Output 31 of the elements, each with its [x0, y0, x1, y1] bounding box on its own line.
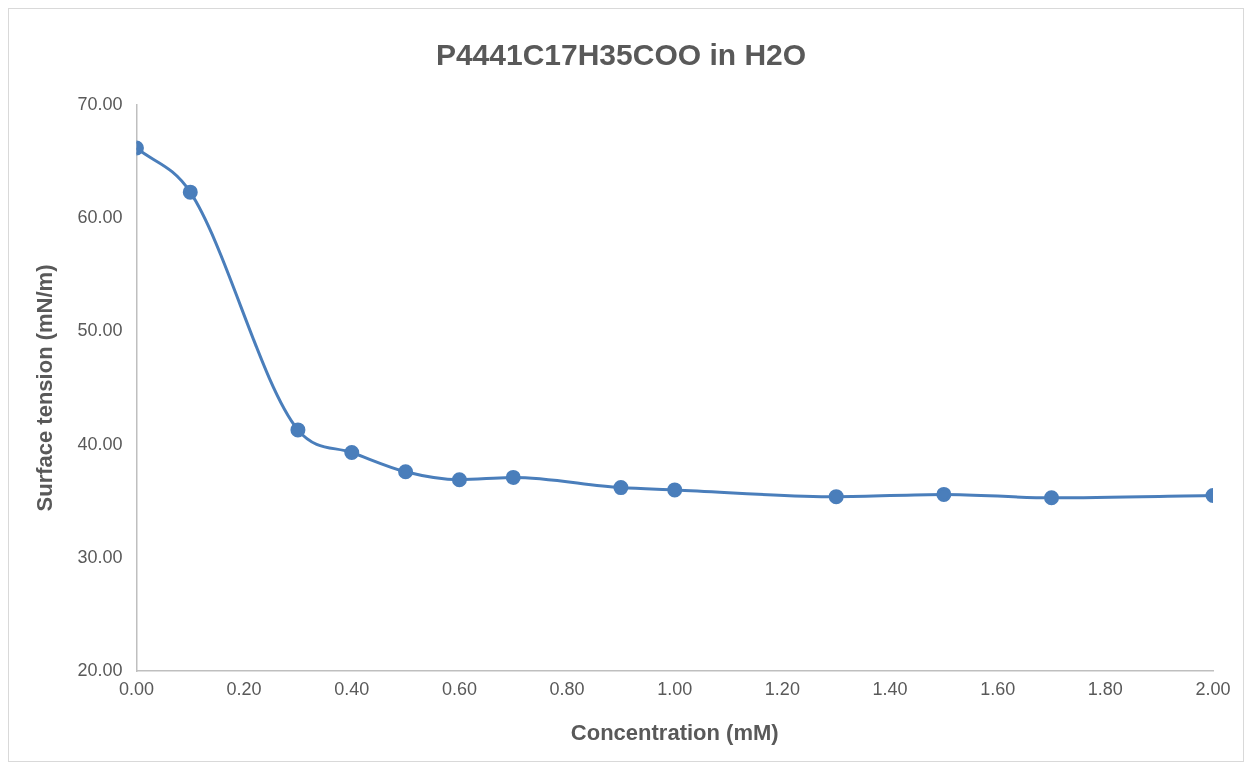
y-tick-label: 40.00 — [77, 433, 123, 454]
point — [290, 422, 306, 438]
y-tick-label: 50.00 — [77, 320, 123, 341]
point — [828, 489, 844, 505]
x-tick-label: 1.20 — [764, 678, 800, 699]
chart-title: P4441C17H35COO in H2O — [435, 38, 807, 72]
point — [182, 184, 198, 200]
x-tick-label: 1.80 — [1087, 678, 1123, 699]
point — [667, 482, 683, 498]
x-tick-label: 0.00 — [118, 678, 154, 699]
y-tick-label: 70.00 — [77, 93, 123, 114]
x-tick-label: 1.60 — [980, 678, 1016, 699]
x-tick-label: 0.60 — [441, 678, 477, 699]
x-tick-label: 0.40 — [334, 678, 370, 699]
point — [613, 480, 629, 496]
x-tick-label: 2.00 — [1195, 678, 1231, 699]
point — [505, 469, 521, 485]
x-tick-label: 0.80 — [549, 678, 585, 699]
y-tick-label: 30.00 — [77, 546, 123, 567]
x-tick-label: 1.00 — [657, 678, 693, 699]
point — [451, 472, 467, 488]
y-tick-label: 60.00 — [77, 207, 123, 228]
x-tick-label: 0.20 — [226, 678, 262, 699]
x-axis-title: Concentration (mM) — [570, 719, 779, 745]
x-tick-label: 1.40 — [872, 678, 908, 699]
point — [936, 486, 952, 502]
point — [398, 464, 414, 480]
point — [1044, 490, 1060, 506]
y-axis-title: Surface tension (mN/m) — [32, 264, 58, 512]
point — [344, 445, 360, 461]
y-tick-label: 20.00 — [77, 659, 123, 680]
